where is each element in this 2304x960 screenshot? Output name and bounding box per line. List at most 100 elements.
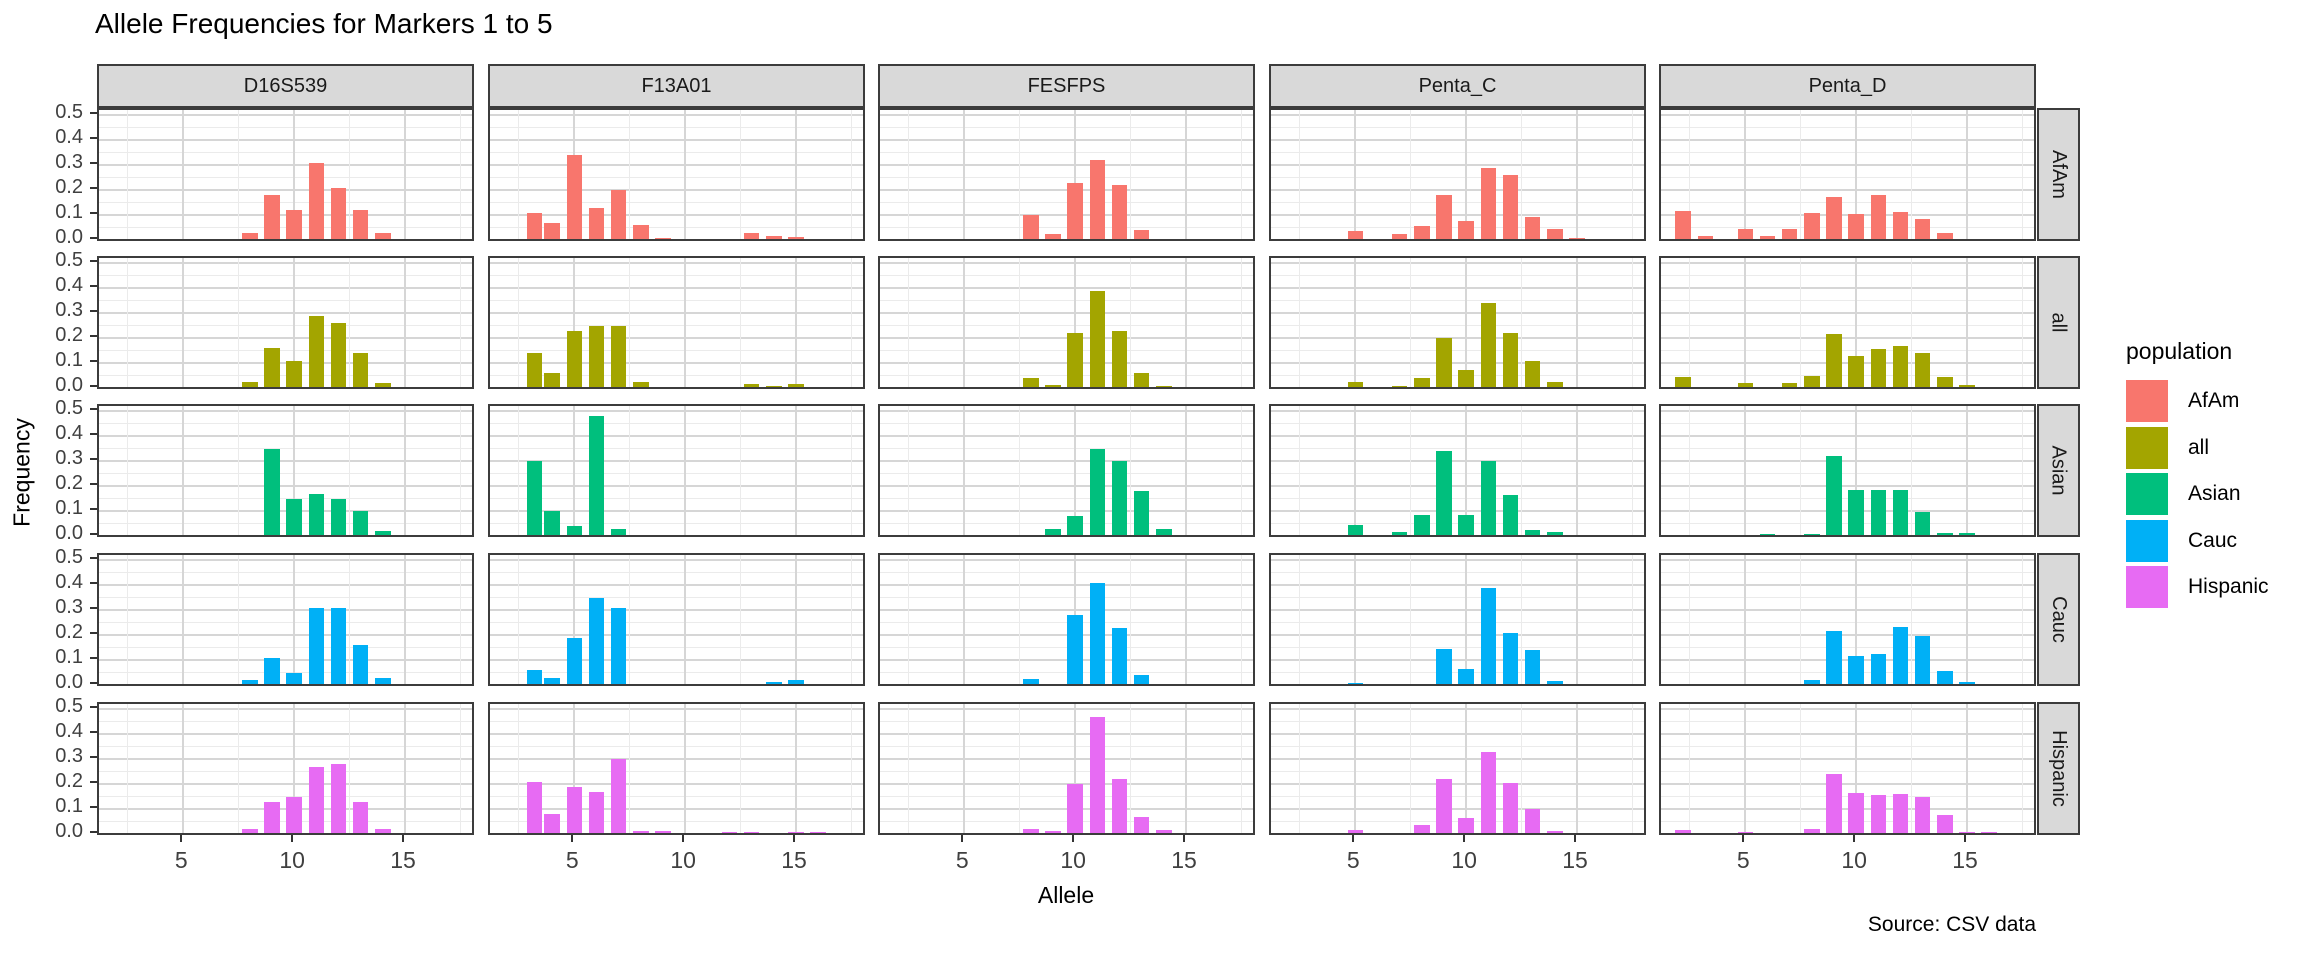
legend-key-swatch-AfAm xyxy=(2126,380,2168,422)
bar-allele-9 xyxy=(1826,456,1842,535)
y-tick-label: 0.3 xyxy=(55,447,83,470)
bar-allele-17 xyxy=(2004,833,2020,834)
x-tick-mark xyxy=(402,835,405,842)
panel-Penta_C-Hispanic xyxy=(1269,702,1646,835)
bar-allele-6 xyxy=(1759,386,1776,387)
bar-allele-5 xyxy=(1347,682,1364,684)
gridline-x-major xyxy=(182,704,185,833)
gridline-x-minor xyxy=(1800,555,1802,684)
bar-allele-3.2 xyxy=(526,212,543,239)
y-tick-mark xyxy=(90,557,97,560)
facet-row-label: AfAm xyxy=(2048,150,2070,199)
gridline-x-major xyxy=(795,406,798,535)
gridline-y-minor xyxy=(880,275,1253,277)
gridline-y-major xyxy=(1271,833,1646,835)
gridline-x-major xyxy=(404,555,407,684)
bar-allele-13 xyxy=(1133,230,1150,239)
gridline-x-minor xyxy=(908,555,910,684)
y-tick-label: 0.5 xyxy=(55,695,83,718)
gridline-y-major xyxy=(880,833,1255,835)
bar-allele-14 xyxy=(1547,681,1563,684)
gridline-x-minor xyxy=(908,258,910,387)
gridline-x-minor xyxy=(1800,704,1802,833)
bar-allele-7 xyxy=(1781,382,1798,387)
gridline-y-minor xyxy=(1271,746,1644,748)
bar-allele-7 xyxy=(610,325,627,387)
gridline-y-major xyxy=(1271,708,1644,711)
y-tick-label: 0.0 xyxy=(55,374,83,397)
gridline-x-minor xyxy=(459,406,461,535)
bar-allele-15 xyxy=(1959,239,1975,240)
gridline-y-minor xyxy=(880,746,1253,748)
bar-allele-12 xyxy=(330,323,347,387)
gridline-y-minor xyxy=(1271,672,1644,674)
x-tick-label: 15 xyxy=(781,847,807,873)
bar-allele-14 xyxy=(766,386,782,387)
x-tick-mark xyxy=(1183,835,1186,842)
gridline-x-minor xyxy=(629,110,631,239)
x-tick-label: 15 xyxy=(390,847,416,873)
gridline-x-minor xyxy=(349,406,351,535)
gridline-x-minor xyxy=(1299,258,1301,387)
y-tick-mark xyxy=(90,483,97,486)
x-tick-mark xyxy=(1574,835,1577,842)
gridline-y-major xyxy=(880,239,1255,241)
gridline-y-minor xyxy=(99,746,472,748)
bar-allele-7 xyxy=(1391,385,1408,387)
gridline-y-major xyxy=(1661,708,2034,711)
bar-allele-12 xyxy=(722,240,738,241)
gridline-x-minor xyxy=(2021,406,2023,535)
gridline-x-minor xyxy=(1631,704,1633,833)
bar-allele-9 xyxy=(264,448,280,535)
gridline-x-minor xyxy=(127,406,129,535)
gridline-y-minor xyxy=(1271,821,1644,823)
x-tick-label: 5 xyxy=(1346,847,1360,873)
gridline-y-minor xyxy=(1661,325,2034,327)
gridline-y-major xyxy=(490,535,865,537)
gridline-x-minor xyxy=(908,704,910,833)
bar-allele-5 xyxy=(1737,382,1754,387)
y-tick-mark xyxy=(90,582,97,585)
gridline-y-major xyxy=(1661,387,2036,389)
bar-allele-6 xyxy=(1759,236,1776,239)
gridline-y-major xyxy=(1271,410,1644,413)
gridline-x-major xyxy=(573,258,576,387)
bar-allele-10 xyxy=(286,498,302,535)
gridline-y-minor xyxy=(1661,572,2034,574)
gridline-y-major xyxy=(1271,460,1644,463)
gridline-y-minor xyxy=(880,127,1253,129)
facet-row-label: all xyxy=(2047,312,2070,333)
gridline-x-minor xyxy=(850,110,852,239)
gridline-y-minor xyxy=(99,350,472,352)
gridline-y-major xyxy=(490,114,863,117)
gridline-y-minor xyxy=(1661,275,2034,277)
legend-item-Hispanic: Hispanic xyxy=(2126,566,2304,608)
bar-allele-2.2 xyxy=(1675,683,1691,684)
gridline-x-minor xyxy=(1410,258,1412,387)
y-tick-mark xyxy=(90,806,97,809)
gridline-x-major xyxy=(1966,406,1969,535)
y-tick-mark xyxy=(90,385,97,388)
bar-allele-9 xyxy=(1436,338,1452,387)
gridline-y-major xyxy=(1271,214,1644,217)
gridline-x-minor xyxy=(850,258,852,387)
gridline-y-minor xyxy=(880,448,1253,450)
gridline-y-minor xyxy=(1271,721,1644,723)
bar-allele-5 xyxy=(566,526,583,535)
gridline-y-minor xyxy=(99,821,472,823)
y-axis-title: Frequency xyxy=(8,418,35,527)
bar-allele-14 xyxy=(1937,377,1953,387)
panel-FESFPS-Asian xyxy=(878,404,1255,537)
bar-allele-9 xyxy=(1045,830,1061,833)
gridline-x-minor xyxy=(518,258,520,387)
bar-allele-4.5 xyxy=(555,239,571,240)
gridline-y-minor xyxy=(99,275,472,277)
gridline-x-major xyxy=(1074,258,1077,387)
facet-column-strip-D16S539: D16S539 xyxy=(97,64,474,108)
gridline-y-minor xyxy=(99,202,472,204)
bar-allele-13 xyxy=(1133,491,1150,535)
gridline-x-minor xyxy=(2021,110,2023,239)
facet-column-label: FESFPS xyxy=(1027,74,1106,97)
bar-allele-4 xyxy=(544,511,560,535)
gridline-y-major xyxy=(880,783,1253,786)
